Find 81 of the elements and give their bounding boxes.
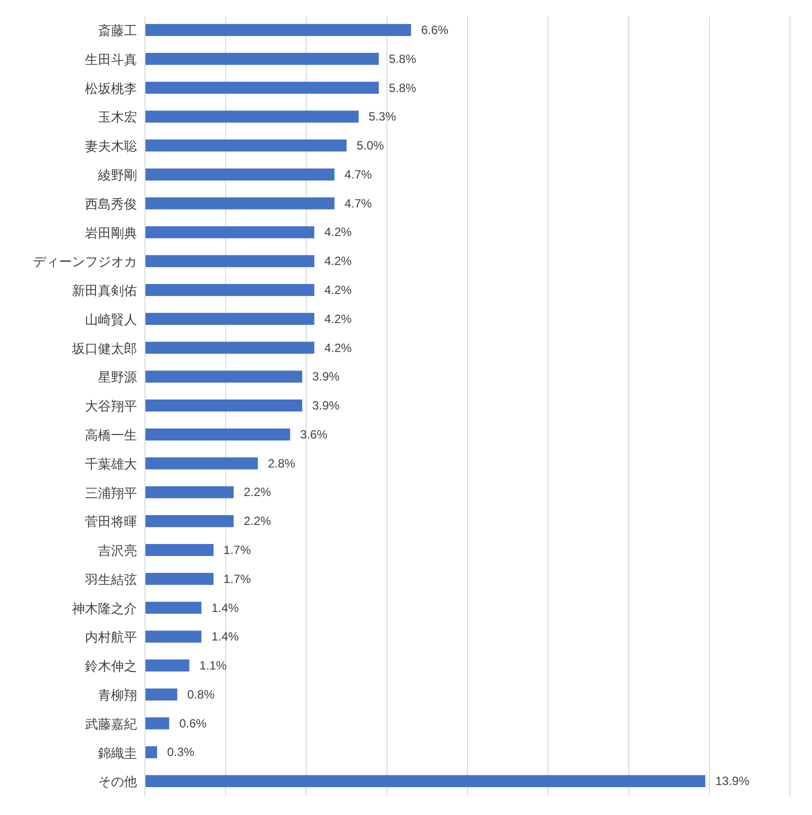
bar xyxy=(145,342,314,354)
data-label: 4.2% xyxy=(324,340,352,355)
bar xyxy=(145,630,202,643)
bar xyxy=(145,370,302,383)
y-tick-label: 星野源 xyxy=(98,370,137,385)
bar xyxy=(145,717,170,730)
y-tick-label: 山崎賢人 xyxy=(85,312,137,327)
data-label: 5.0% xyxy=(356,138,384,153)
y-tick-label: 菅田将暉 xyxy=(85,514,137,530)
y-tick-label: 鈴木伸之 xyxy=(85,658,137,674)
data-label: 2.2% xyxy=(244,514,272,528)
y-tick-label: 神木隆之介 xyxy=(72,600,137,616)
y-tick-label: 西島秀俊 xyxy=(85,196,137,212)
bar xyxy=(145,312,314,325)
bar xyxy=(145,24,412,36)
bar xyxy=(145,140,347,152)
bar xyxy=(145,82,379,94)
y-tick-label: 大谷翔平 xyxy=(85,398,137,414)
data-label: 2.2% xyxy=(244,485,272,500)
bar xyxy=(145,486,234,498)
y-tick-label: 斎藤工 xyxy=(98,23,137,38)
y-tick-label: 内村航平 xyxy=(85,630,137,645)
y-tick-label: その他 xyxy=(98,774,137,790)
y-tick-label: 妻夫木聡 xyxy=(85,138,137,154)
y-tick-label: 千葉雄大 xyxy=(85,456,137,472)
bar xyxy=(145,226,314,238)
data-label: 4.7% xyxy=(344,196,372,210)
data-label: 6.6% xyxy=(421,23,449,37)
bar xyxy=(145,428,290,440)
bar xyxy=(145,746,158,758)
y-tick-label: 高橋一生 xyxy=(85,428,137,443)
data-label: 1.7% xyxy=(224,572,252,586)
bar xyxy=(145,572,214,585)
bar xyxy=(145,602,202,614)
y-tick-label: 玉木宏 xyxy=(98,110,137,125)
bar xyxy=(145,775,706,788)
data-label: 1.4% xyxy=(211,630,240,644)
data-label: 3.9% xyxy=(312,370,340,384)
data-label: 4.2% xyxy=(324,254,352,268)
data-label: 0.6% xyxy=(179,716,207,730)
bar xyxy=(145,52,379,65)
data-label: 1.4% xyxy=(211,600,240,615)
data-label: 0.3% xyxy=(167,745,195,760)
data-label: 1.1% xyxy=(199,658,228,673)
data-label: 4.2% xyxy=(324,312,352,326)
bar xyxy=(145,255,314,268)
y-tick-label: 坂口健太郎 xyxy=(71,340,137,356)
y-tick-label: ディーンフジオカ xyxy=(33,254,137,270)
bar xyxy=(145,110,359,123)
y-tick-label: 青柳翔 xyxy=(98,688,137,703)
y-tick-label: 三浦翔平 xyxy=(85,485,137,500)
y-tick-label: 羽生結弦 xyxy=(84,572,137,587)
y-tick-label: 武藤嘉紀 xyxy=(85,716,137,732)
data-label: 5.8% xyxy=(388,52,416,66)
y-tick-label: 綾野剛 xyxy=(97,168,137,183)
bar xyxy=(145,168,334,180)
data-label: 5.3% xyxy=(368,110,396,124)
bar xyxy=(145,688,178,700)
y-tick-label: 生田斗真 xyxy=(85,52,137,67)
bar xyxy=(145,515,234,528)
y-tick-label: 錦織圭 xyxy=(98,745,137,760)
y-tick-label: 吉沢亮 xyxy=(98,543,137,558)
data-label: 1.7% xyxy=(224,543,252,557)
bar xyxy=(145,400,302,412)
bar xyxy=(145,660,190,672)
bar xyxy=(145,284,314,296)
data-label: 2.8% xyxy=(268,456,296,470)
data-label: 5.8% xyxy=(388,80,416,95)
bar xyxy=(145,457,258,470)
data-label: 4.7% xyxy=(344,167,372,182)
data-label: 4.2% xyxy=(324,283,352,297)
bar xyxy=(145,544,214,556)
data-label: 13.9% xyxy=(715,774,750,788)
data-label: 4.2% xyxy=(324,225,352,240)
y-tick-label: 新田真剣佑 xyxy=(72,283,137,298)
y-tick-label: 岩田剛典 xyxy=(85,225,137,240)
data-label: 3.9% xyxy=(312,398,340,413)
data-label: 3.6% xyxy=(300,427,328,442)
y-tick-label: 松坂桃李 xyxy=(85,80,137,96)
data-label: 0.8% xyxy=(187,687,215,702)
bar xyxy=(145,197,334,210)
